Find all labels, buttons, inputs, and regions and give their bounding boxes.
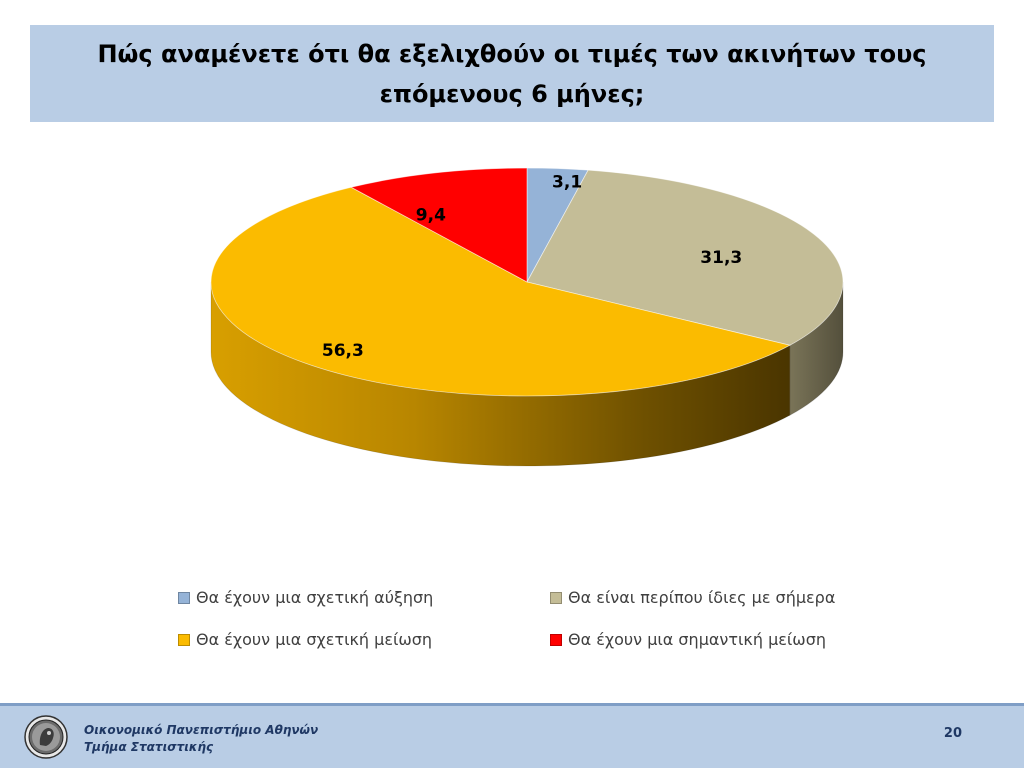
institution-name: Οικονομικό Πανεπιστήμιο Αθηνών	[84, 723, 319, 737]
footer: Οικονομικό Πανεπιστήμιο Αθηνών Τμήμα Στα…	[0, 706, 1024, 768]
data-label-1: 3,1	[552, 172, 582, 192]
legend-label: Θα έχουν μια σχετική αύξηση	[196, 588, 434, 607]
legend-swatch	[178, 591, 190, 604]
page-title: Πώς αναμένετε ότι θα εξελιχθούν οι τιμές…	[97, 39, 927, 108]
legend-swatch	[550, 591, 562, 604]
data-label-4: 9,4	[416, 205, 446, 225]
footer-institution: Οικονομικό Πανεπιστήμιο Αθηνών Τμήμα Στα…	[84, 722, 318, 756]
pie-slice-3	[210, 186, 791, 397]
university-seal-icon	[24, 715, 68, 759]
legend-swatch	[550, 633, 562, 646]
legend-swatch	[178, 633, 190, 646]
footer-divider	[0, 703, 1024, 706]
pie-slice-2	[526, 169, 844, 346]
legend-label: Θα είναι περίπου ίδιες με σήμερα	[568, 588, 836, 607]
legend-item-relative-increase: Θα έχουν μια σχετική αύξηση	[178, 588, 433, 607]
legend-item-relative-decrease: Θα έχουν μια σχετική μείωση	[178, 630, 432, 649]
pie-slice-4	[350, 167, 528, 283]
title-banner: Πώς αναμένετε ότι θα εξελιχθούν οι τιμές…	[30, 25, 994, 122]
page-number: 20	[943, 726, 962, 741]
department-name: Τμήμα Στατιστικής	[84, 740, 214, 754]
pie-chart: 3,1 31,3 56,3 9,4	[210, 167, 844, 467]
legend-item-same-as-today: Θα είναι περίπου ίδιες με σήμερα	[550, 588, 835, 607]
legend-label: Θα έχουν μια σημαντική μείωση	[568, 630, 826, 649]
pie-data-labels: 3,1 31,3 56,3 9,4	[322, 172, 742, 361]
pie-slices	[210, 167, 844, 397]
data-label-3: 56,3	[322, 341, 364, 361]
legend-label: Θα έχουν μια σχετική μείωση	[196, 630, 433, 649]
legend-item-significant-decrease: Θα έχουν μια σημαντική μείωση	[550, 630, 826, 649]
data-label-2: 31,3	[700, 248, 742, 268]
